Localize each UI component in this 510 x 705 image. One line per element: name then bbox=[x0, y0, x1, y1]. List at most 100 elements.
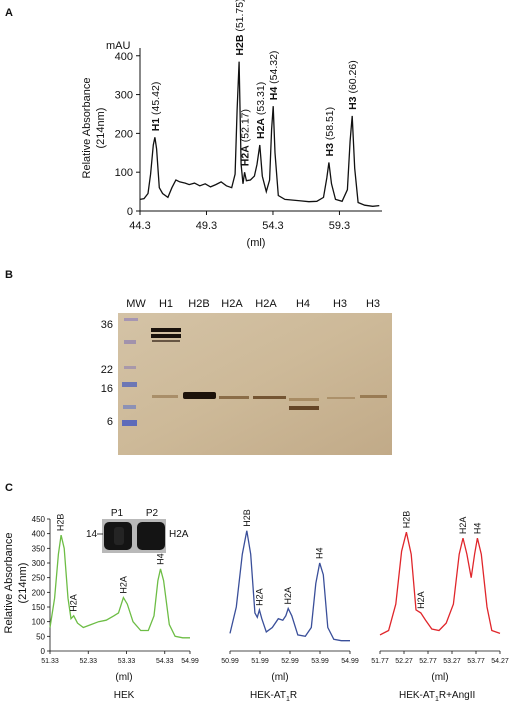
panel-c-xtick-label: 53.33 bbox=[118, 658, 136, 665]
panel-c-xtick-label: 51.33 bbox=[41, 658, 59, 665]
gel-mw-header: MW bbox=[126, 298, 146, 310]
panel-c-peak-label: H4 bbox=[156, 553, 166, 565]
panel-c-ytick-label: 450 bbox=[32, 515, 46, 524]
panel-a-xtick-label: 44.3 bbox=[129, 220, 150, 232]
panel-c-ytick-label: 250 bbox=[32, 574, 46, 583]
panel-a-unit: mAU bbox=[106, 40, 131, 52]
panel-c1-subtitle: HEK bbox=[114, 690, 135, 701]
panel-c-ytick-label: 200 bbox=[32, 588, 46, 597]
panel-c-peak-label: H2A bbox=[118, 576, 128, 594]
panel-c-xtick-label: 52.27 bbox=[395, 658, 413, 665]
panel-c1-xlabel: (ml) bbox=[115, 672, 132, 683]
panel-c3-xlabel: (ml) bbox=[431, 672, 448, 683]
panel-c-xtick-label: 54.27 bbox=[491, 658, 509, 665]
panel-c2-xlabel: (ml) bbox=[271, 672, 288, 683]
panel-a-y-axis: 0 100 200 300 400 bbox=[115, 48, 141, 218]
gel-lane-h2a-1: H2A bbox=[221, 298, 243, 310]
panel-c2-trace bbox=[229, 530, 350, 642]
panel-c-xtick-label: 51.77 bbox=[371, 658, 389, 665]
gel-lane-headers: H1 H2B H2A H2A H4 H3 H3 bbox=[159, 298, 380, 310]
panel-c-ytick-label: 150 bbox=[32, 603, 46, 612]
panel-c-ytick-label: 350 bbox=[32, 544, 46, 553]
panel-c-ylabel-line1: Relative Absorbance bbox=[3, 533, 15, 634]
panel-a-ytick-label: 100 bbox=[115, 167, 133, 179]
panel-c-xtick-label: 51.99 bbox=[251, 658, 269, 665]
panel-c-xtick-label: 50.99 bbox=[221, 658, 239, 665]
panel-a-ytick-label: 300 bbox=[115, 90, 133, 102]
mw-mark-6: 6 bbox=[107, 416, 113, 428]
inset-band-label: H2A bbox=[169, 529, 189, 540]
panel-a-peak-label: H2A (52.17) bbox=[240, 109, 252, 166]
panel-c-peak-label: H2A bbox=[416, 591, 426, 609]
panel-c2-subtitle: HEK-AT1R bbox=[250, 690, 297, 703]
panel-a-xtick-label: 54.3 bbox=[262, 220, 283, 232]
panel-c-peak-label: H2B bbox=[55, 514, 65, 532]
gel-lane-h3-1: H3 bbox=[333, 298, 347, 310]
panel-c-peak-label: H4 bbox=[315, 547, 325, 559]
gel-mw-marks: 36 22 16 6 bbox=[101, 319, 113, 428]
panel-c-peak-label: H4 bbox=[472, 523, 482, 535]
panel-c-xtick-label: 54.99 bbox=[341, 658, 359, 665]
panel-a-chromatogram-line bbox=[139, 61, 380, 207]
panel-c-xtick-label: 54.33 bbox=[156, 658, 174, 665]
panel-c1-trace bbox=[49, 534, 190, 639]
panel-a-peak-label: H4 (54.32) bbox=[268, 51, 280, 101]
panel-c-xtick-label: 52.99 bbox=[281, 658, 299, 665]
panel-a-xtick-label: 59.3 bbox=[329, 220, 350, 232]
panel-c-xtick-label: 53.99 bbox=[311, 658, 329, 665]
inset-p2-label: P2 bbox=[146, 508, 159, 519]
panel-a-ytick-label: 200 bbox=[115, 128, 133, 140]
panel-a-ytick-label: 0 bbox=[127, 206, 133, 218]
panel-c-peak-label: H2A bbox=[69, 594, 79, 612]
panel-a-ylabel-line1: Relative Absorbance bbox=[81, 78, 93, 179]
gel-lane-h3-2: H3 bbox=[366, 298, 380, 310]
panel-a-peak-label: H1 (45.42) bbox=[150, 82, 162, 132]
panel-a-ylabel-line2: (214nm) bbox=[95, 108, 107, 149]
panel-a-peak-label: H2A (53.31) bbox=[255, 82, 267, 139]
panel-c2-axes: 50.99 51.99 52.99 53.99 54.99 bbox=[221, 650, 359, 665]
panel-c-ytick-label: 50 bbox=[36, 632, 45, 641]
panel-c1-axes: 0 50 100 150 200 250 300 350 400 450 51.33 52.33 53.… bbox=[32, 515, 199, 665]
panel-a-peak-label: H2B (51.75) bbox=[234, 0, 246, 56]
gel-image bbox=[118, 313, 392, 455]
mw-mark-36: 36 bbox=[101, 319, 113, 331]
panel-c-xtick-label: 54.99 bbox=[181, 658, 199, 665]
panel-a-xtick-label: 49.3 bbox=[196, 220, 217, 232]
gel-lane-h2a-2: H2A bbox=[255, 298, 277, 310]
panel-c2-peak-labels: H2B H2A H2A H4 bbox=[242, 509, 325, 606]
panel-c1-peak-labels: H2B H2A H2A H4 bbox=[55, 514, 165, 612]
gel-lane-h1: H1 bbox=[159, 298, 173, 310]
mw-mark-16: 16 bbox=[101, 383, 113, 395]
panel-a-xlabel: (ml) bbox=[247, 237, 266, 249]
inset-blot: P1 P2 14 H2A bbox=[86, 508, 189, 553]
panel-c-peak-label: H2A bbox=[458, 517, 468, 535]
panel-c-ytick-label: 400 bbox=[32, 530, 46, 539]
panel-c-xtick-label: 52.33 bbox=[79, 658, 97, 665]
panel-label-a: A bbox=[5, 7, 13, 19]
panel-c-xtick-label: 53.27 bbox=[443, 658, 461, 665]
panel-label-b: B bbox=[5, 269, 13, 281]
panel-a-x-axis: 44.3 49.3 54.3 59.3 bbox=[129, 210, 382, 232]
panel-c-peak-label: H2B bbox=[242, 509, 252, 527]
panel-c-ylabel-line2: (214nm) bbox=[17, 563, 29, 604]
inset-p1-label: P1 bbox=[111, 508, 124, 519]
panel-c3-subtitle: HEK-AT1R+AngII bbox=[399, 690, 475, 703]
mw-mark-22: 22 bbox=[101, 364, 113, 376]
panel-a-peak-labels: H1 (45.42) H2B (51.75) H2A (52.17) H2A (53.… bbox=[150, 0, 359, 166]
panel-a-ytick-label: 400 bbox=[115, 51, 133, 63]
panel-label-c: C bbox=[5, 482, 13, 494]
panel-c-ytick-label: 0 bbox=[41, 647, 46, 656]
panel-c-ytick-label: 300 bbox=[32, 559, 46, 568]
panel-c-peak-label: H2B bbox=[401, 511, 411, 529]
panel-c-ytick-label: 100 bbox=[32, 618, 46, 627]
panel-c3-axes: 51.77 52.27 52.77 53.27 53.77 54.27 bbox=[371, 650, 509, 665]
panel-c-xtick-label: 53.77 bbox=[467, 658, 485, 665]
panel-a-peak-label: H3 (58.51) bbox=[324, 107, 336, 157]
inset-mw-label: 14 bbox=[86, 529, 98, 540]
panel-c3-trace bbox=[379, 532, 501, 636]
panel-a-peak-label: H3 (60.26) bbox=[347, 60, 359, 110]
gel-lane-h4: H4 bbox=[296, 298, 310, 310]
panel-c3-peak-labels: H2B H2A H2A H4 bbox=[401, 511, 482, 609]
gel-lane-h2b: H2B bbox=[188, 298, 209, 310]
